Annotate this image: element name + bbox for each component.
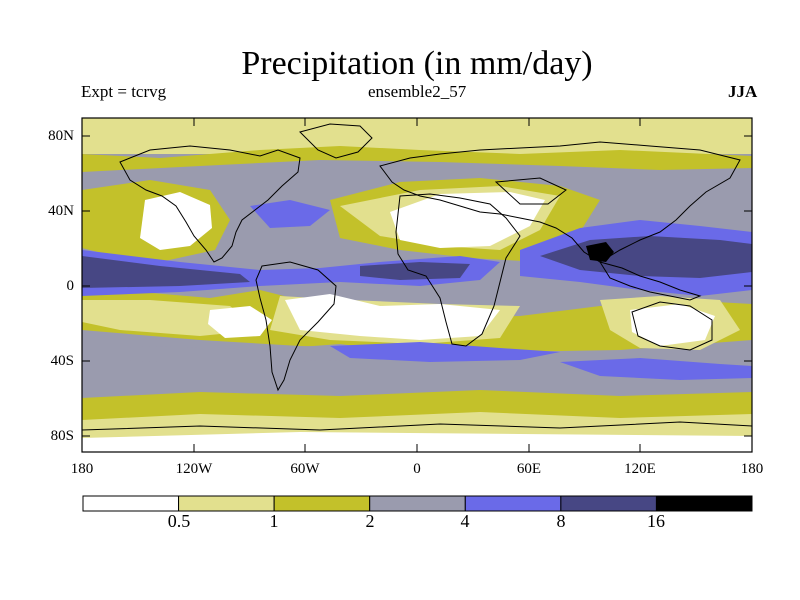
- lon-label-60w: 60W: [290, 461, 320, 477]
- lat-label-0: 0: [66, 278, 75, 294]
- colorbar-label-1: 1: [269, 511, 279, 531]
- precip-field: [82, 118, 752, 452]
- lon-label-60e: 60E: [516, 461, 542, 477]
- lon-label-120e: 120E: [624, 461, 656, 477]
- lat-label-40s: 40S: [50, 353, 74, 369]
- plot-title: Precipitation (in mm/day): [241, 45, 593, 82]
- colorbar-label-0-5: 0.5: [167, 511, 191, 531]
- season-label: JJA: [728, 82, 758, 101]
- colorbar-swatch-6: [655, 495, 753, 512]
- lat-ticks: [82, 135, 752, 437]
- colorbar-label-2: 2: [365, 511, 375, 531]
- colorbar-label-4: 4: [460, 511, 470, 531]
- colorbar-swatch-1: [178, 495, 275, 512]
- lon-label-180w: 180: [70, 461, 94, 477]
- colorbar-label-8: 8: [556, 511, 566, 531]
- lat-label-80n: 80N: [48, 128, 74, 144]
- colorbar-label-16: 16: [647, 511, 665, 531]
- colorbar-swatch-3: [369, 495, 466, 512]
- lon-label-180e: 180: [740, 461, 764, 477]
- lon-label-120w: 120W: [175, 461, 213, 477]
- lon-ticks: [193, 118, 641, 452]
- colorbar-swatch-0: [82, 495, 180, 512]
- lat-label-80s: 80S: [50, 428, 74, 444]
- colorbar-swatch-2: [273, 495, 371, 512]
- coastlines: [82, 123, 752, 431]
- colorbar-swatch-5: [560, 495, 657, 512]
- lon-label-0: 0: [413, 461, 421, 477]
- colorbar-swatch-4: [464, 495, 562, 512]
- colorbar: [82, 495, 753, 512]
- ensemble-label: ensemble2_57: [368, 82, 467, 101]
- lat-label-40n: 40N: [48, 203, 74, 219]
- experiment-label: Expt = tcrvg: [81, 82, 167, 101]
